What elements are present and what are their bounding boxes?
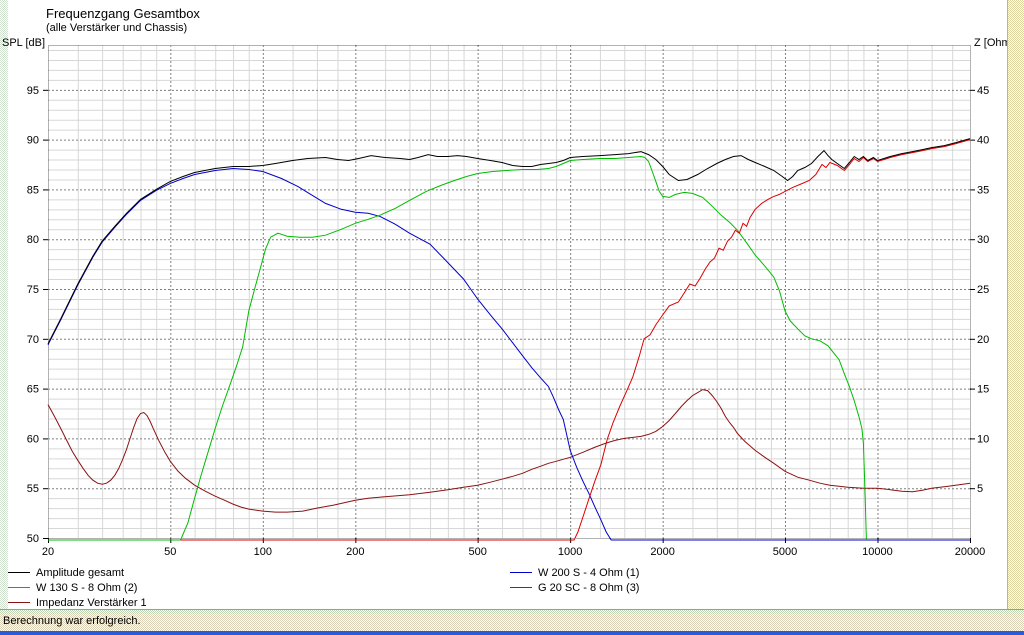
legend-item: W 130 S - 8 Ohm (2) — [8, 580, 147, 595]
grid-lines — [48, 45, 970, 538]
y-left-tick-label: 80 — [27, 234, 39, 246]
legend-label: W 200 S - 4 Ohm (1) — [538, 566, 640, 579]
y-right-tick-label: 45 — [977, 85, 989, 97]
legend-column-right: W 200 S - 4 Ohm (1) G 20 SC - 8 Ohm (3) — [510, 565, 639, 595]
y-right-tick-label: 15 — [977, 384, 989, 396]
y-left-tick-label: 75 — [27, 284, 39, 296]
legend-label: G 20 SC - 8 Ohm (3) — [538, 581, 640, 594]
chart-title: Frequenzgang Gesamtbox — [46, 6, 200, 21]
legend-label: W 130 S - 8 Ohm (2) — [36, 581, 138, 594]
y-left-tick-label: 60 — [27, 433, 39, 445]
legend-swatch — [8, 572, 30, 573]
y-right-tick-label: 40 — [977, 135, 989, 147]
legend-item: Impedanz Verstärker 1 — [8, 595, 147, 610]
x-tick-label: 20 — [42, 546, 54, 558]
left-axis-label: SPL [dB] — [2, 37, 46, 49]
curve-g-20-sc-8-ohm-3 — [180, 139, 971, 541]
x-tick-label: 1000 — [558, 546, 582, 558]
y-left-tick-label: 50 — [27, 533, 39, 545]
right-axis-label: Z [Ohm] — [974, 37, 1014, 49]
y-left-tick-label: 95 — [27, 85, 39, 97]
curves — [47, 138, 971, 541]
curve-impedanz-verst-rker-1 — [47, 389, 971, 513]
legend-label: Impedanz Verstärker 1 — [36, 596, 147, 609]
curve-w-130-s-8-ohm-2 — [48, 155, 867, 541]
y-right-tick-label: 20 — [977, 334, 989, 346]
right-edge-dither — [1007, 0, 1024, 610]
y-left-tick-label: 65 — [27, 384, 39, 396]
x-tick-label: 500 — [468, 546, 486, 558]
statusbar-green-stripe — [0, 610, 1024, 614]
curve-amplitude-gesamt — [47, 138, 971, 345]
legend-column-left: Amplitude gesamt W 130 S - 8 Ohm (2) Imped… — [8, 565, 147, 610]
y-right-tick-label: 25 — [977, 284, 989, 296]
y-left-tick-label: 90 — [27, 135, 39, 147]
y-left-tick-label: 85 — [27, 184, 39, 196]
legend-swatch — [8, 602, 30, 603]
x-tick-label: 10000 — [862, 546, 893, 558]
x-tick-label: 200 — [346, 546, 364, 558]
legend-item: G 20 SC - 8 Ohm (3) — [510, 580, 639, 595]
legend-item: Amplitude gesamt — [8, 565, 147, 580]
y-right-tick-label: 30 — [977, 234, 989, 246]
left-edge-dither — [0, 0, 8, 610]
plot-frame — [48, 45, 971, 539]
legend-swatch — [8, 587, 30, 588]
x-tick-label: 2000 — [650, 546, 674, 558]
x-tick-label: 5000 — [773, 546, 797, 558]
y-left-tick-label: 70 — [27, 334, 39, 346]
x-tick-label: 50 — [164, 546, 176, 558]
statusbar-separator — [0, 609, 1024, 610]
y-right-tick-label: 5 — [977, 483, 983, 495]
statusbar-blue-line — [0, 631, 1024, 635]
legend-item: W 200 S - 4 Ohm (1) — [510, 565, 639, 580]
status-message: Berechnung war erfolgreich. — [3, 615, 141, 627]
legend-swatch — [510, 572, 532, 573]
status-bar: Berechnung war erfolgreich. — [0, 614, 1024, 631]
y-right-tick-label: 35 — [977, 184, 989, 196]
y-right-tick-label: 10 — [977, 433, 989, 445]
x-tick-label: 20000 — [955, 546, 986, 558]
x-tick-label: 100 — [254, 546, 272, 558]
y-left-tick-label: 55 — [27, 483, 39, 495]
curve-w-200-s-4-ohm-1 — [47, 167, 970, 541]
legend-label: Amplitude gesamt — [36, 566, 125, 579]
chart-subtitle: (alle Verstärker und Chassis) — [46, 22, 188, 34]
legend-swatch — [510, 587, 532, 588]
